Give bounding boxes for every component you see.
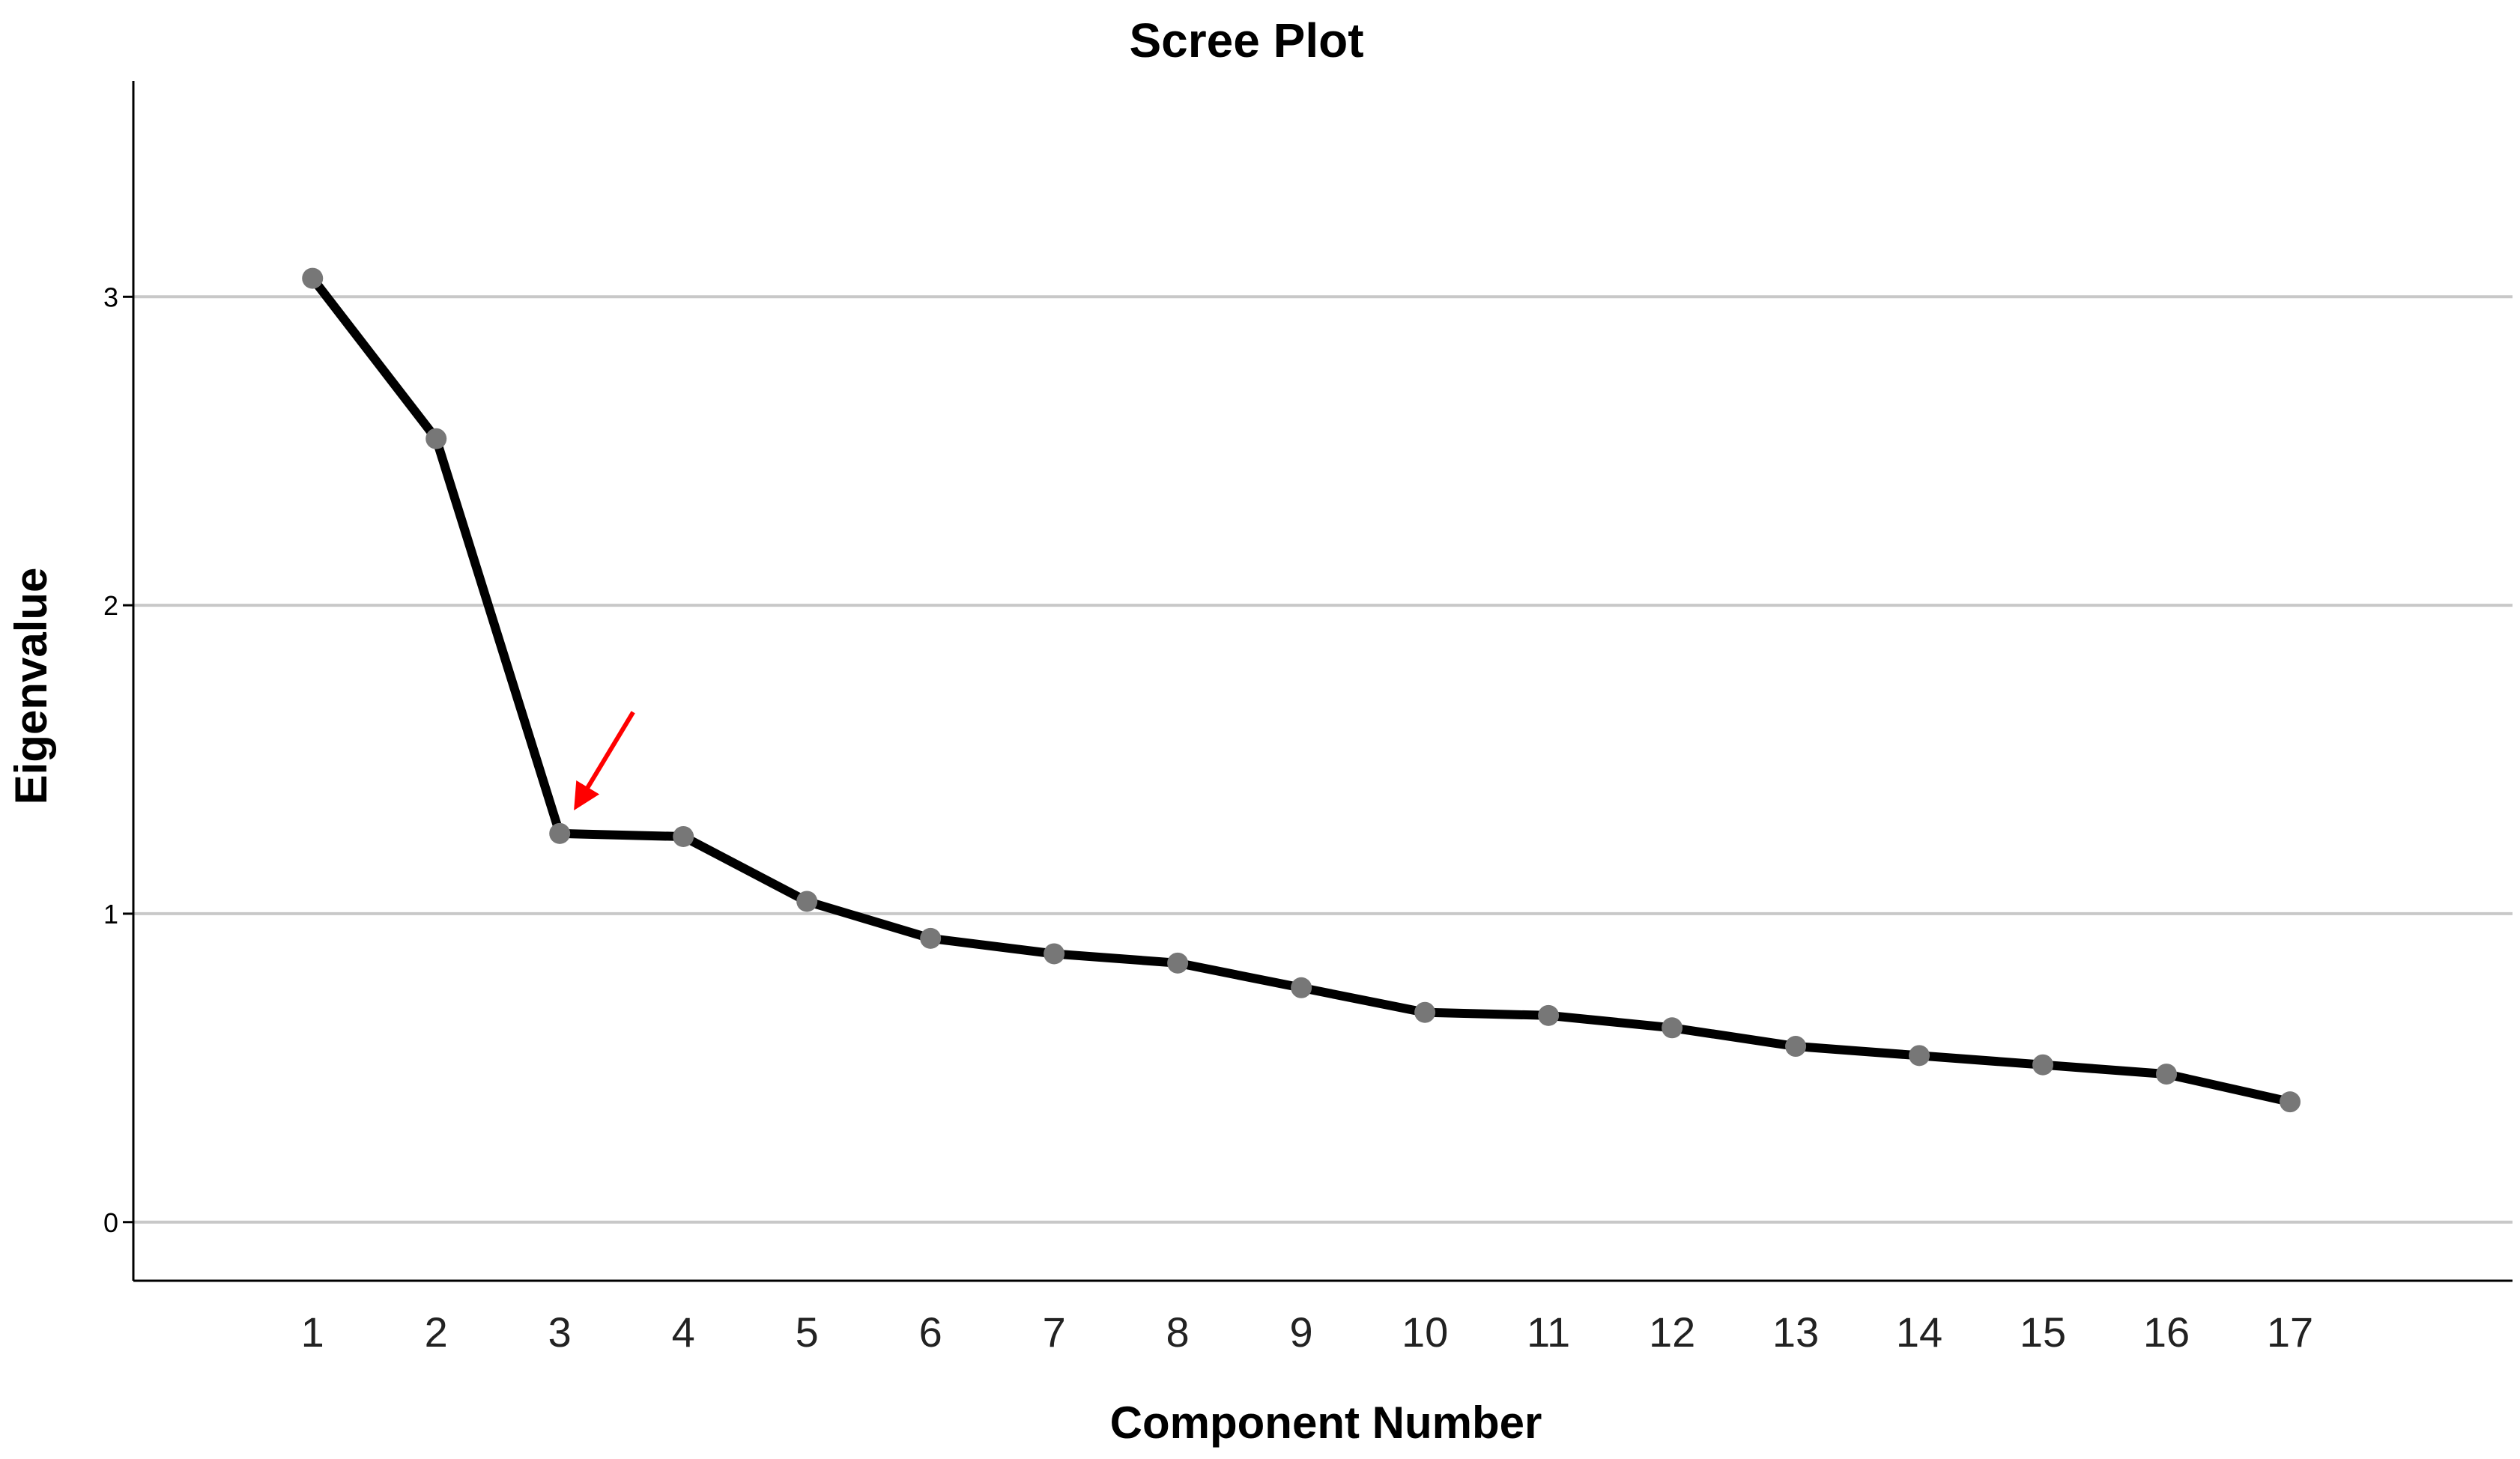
y-tick-label-0: 0 (103, 1207, 118, 1238)
chart-title: Scree Plot (1129, 13, 1363, 67)
x-tick-label-16: 16 (2143, 1308, 2190, 1356)
data-point-3 (549, 822, 571, 844)
x-axis-ticks: 1 2 3 4 5 6 7 8 9 10 11 12 13 14 15 16 17 (301, 1308, 2314, 1356)
x-tick-label-5: 5 (796, 1308, 819, 1356)
data-point-15 (2032, 1054, 2054, 1076)
x-axis-label: Component Number (1110, 1398, 1542, 1448)
x-tick-label-13: 13 (1772, 1308, 1819, 1356)
data-point-1 (302, 267, 324, 289)
eigenvalue-points (302, 267, 2301, 1113)
x-tick-label-2: 2 (425, 1308, 448, 1356)
data-point-8 (1167, 952, 1189, 974)
x-tick-label-1: 1 (301, 1308, 324, 1356)
x-tick-label-17: 17 (2267, 1308, 2313, 1356)
data-point-7 (1044, 943, 1065, 965)
data-point-6 (920, 927, 942, 949)
data-point-17 (2280, 1091, 2301, 1113)
y-tick-label-3: 3 (103, 282, 118, 312)
data-point-9 (1291, 977, 1312, 998)
x-tick-label-11: 11 (1527, 1308, 1570, 1356)
data-point-5 (796, 891, 818, 912)
x-tick-label-14: 14 (1896, 1308, 1942, 1356)
data-point-12 (1662, 1017, 1683, 1039)
x-tick-label-4: 4 (672, 1308, 695, 1356)
data-point-13 (1785, 1036, 1807, 1058)
x-tick-label-10: 10 (1402, 1308, 1448, 1356)
y-axis-ticks: 0 1 2 3 (103, 282, 133, 1238)
elbow-annotation-arrow (574, 711, 635, 810)
x-tick-label-9: 9 (1290, 1308, 1313, 1356)
data-point-10 (1414, 1001, 1436, 1023)
data-point-14 (1909, 1045, 1930, 1067)
x-tick-label-15: 15 (2020, 1308, 2066, 1356)
y-tick-label-1: 1 (103, 899, 118, 929)
x-tick-label-6: 6 (919, 1308, 942, 1356)
data-point-16 (2156, 1064, 2178, 1085)
x-tick-label-7: 7 (1043, 1308, 1066, 1356)
data-point-2 (425, 428, 447, 449)
y-tick-label-2: 2 (103, 590, 118, 621)
x-tick-label-12: 12 (1649, 1308, 1695, 1356)
x-tick-label-8: 8 (1166, 1308, 1190, 1356)
data-point-11 (1538, 1004, 1560, 1026)
data-point-4 (673, 825, 694, 847)
y-axis-label: Eigenvalue (6, 568, 56, 805)
x-tick-label-3: 3 (548, 1308, 572, 1356)
gridlines (133, 295, 2513, 1224)
